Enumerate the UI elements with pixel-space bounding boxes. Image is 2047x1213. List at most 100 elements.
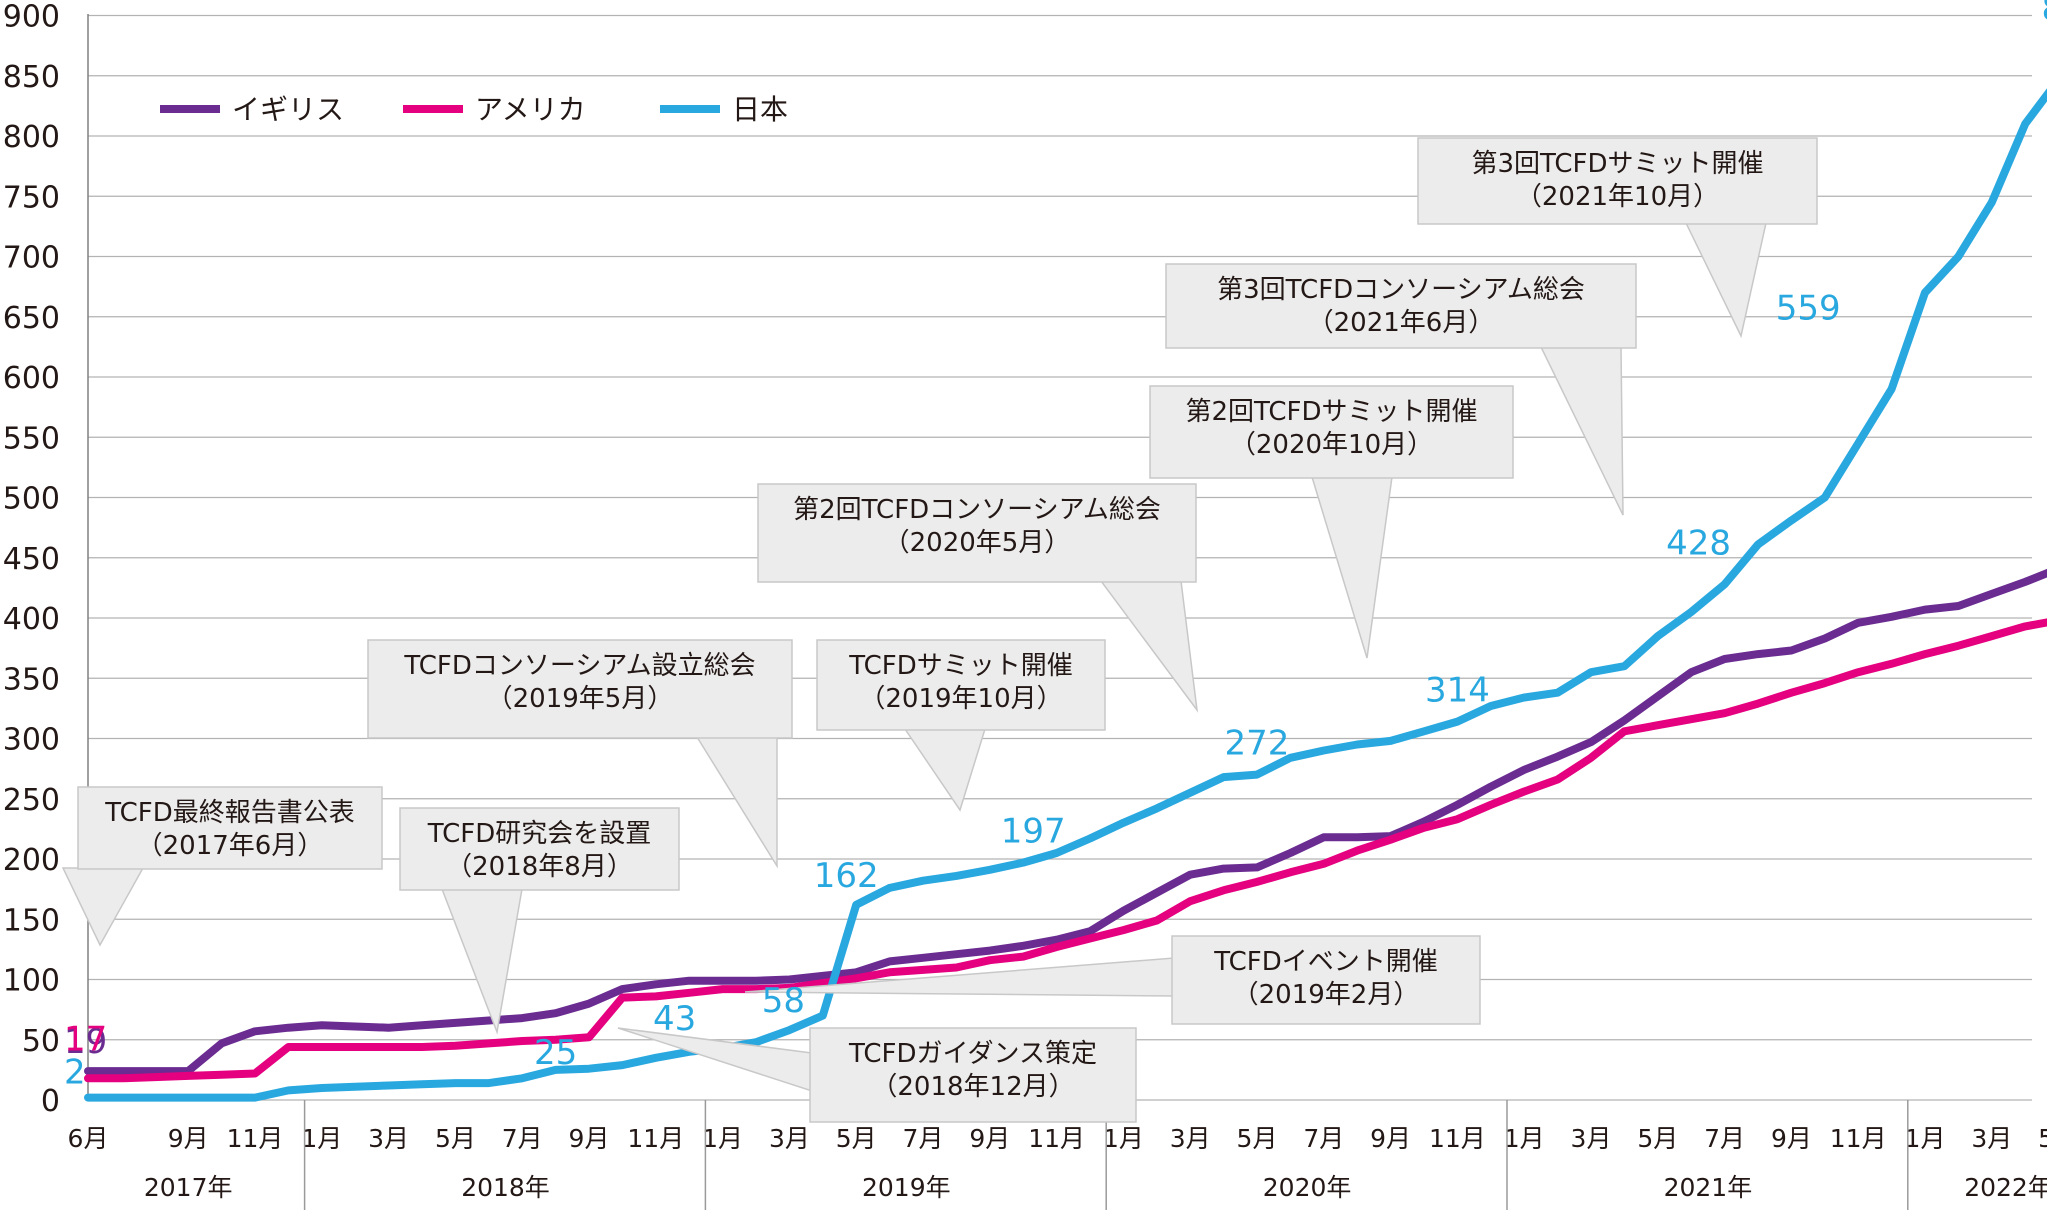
x-tick-label: 3月 [1571, 1124, 1612, 1153]
y-tick-label: 300 [3, 723, 60, 758]
year-label: 2018年 [461, 1173, 550, 1202]
data-label: 272 [1225, 724, 1290, 764]
y-tick-label: 800 [3, 120, 60, 155]
y-tick-label: 650 [3, 301, 60, 336]
x-tick-label: 7月 [1704, 1124, 1745, 1153]
callout-pointer [1539, 346, 1624, 516]
event-callout: TCFDガイダンス策定（2018年12月） [617, 1027, 1137, 1123]
x-tick-label: 9月 [1370, 1124, 1411, 1153]
callout-text: （2017年6月） [137, 831, 324, 861]
callout-box [77, 786, 383, 870]
y-tick-label: 350 [3, 662, 60, 697]
x-axis: 6月 9月 11月 1月 3月 5月 7月 9月 11月 1月 3月 5月 7月 9月 11月 1月 3月 5月 7… [68, 1100, 2047, 1210]
x-tick-label: 5月 [435, 1124, 476, 1153]
legend-item: アメリカ [403, 93, 586, 126]
callout-pointer [61, 867, 145, 947]
x-tick-label: 1月 [1504, 1124, 1545, 1153]
x-tick-label: 3月 [1971, 1124, 2012, 1153]
gridlines [88, 14, 2032, 1101]
x-tick-label: 1月 [301, 1124, 342, 1153]
y-tick-label: 550 [3, 421, 60, 456]
year-label: 2021年 [1664, 1173, 1753, 1202]
callout-text: （2018年12月） [871, 1072, 1074, 1102]
x-tick-label: 1月 [1103, 1124, 1144, 1153]
year-label: 2020年 [1263, 1173, 1352, 1202]
x-tick-label: 3月 [1170, 1124, 1211, 1153]
x-tick-label: 3月 [769, 1124, 810, 1153]
event-callout: TCFDサミット開催（2019年10月） [816, 639, 1106, 812]
event-callout: TCFD最終報告書公表（2017年6月） [61, 786, 383, 947]
x-tick-label: 1月 [702, 1124, 743, 1153]
data-label: 2 [64, 1053, 86, 1093]
callout-box [367, 639, 793, 739]
data-label: 559 [1776, 288, 1841, 328]
legend-label: アメリカ [475, 93, 586, 126]
y-tick-label: 900 [3, 0, 60, 35]
x-tick-label: 5月 [2038, 1124, 2047, 1153]
x-tick-label: 5月 [1237, 1124, 1278, 1153]
legend-label: 日本 [732, 93, 788, 126]
x-tick-label: 1月 [1905, 1124, 1946, 1153]
callout-text: （2021年10月） [1516, 182, 1719, 212]
callout-box [809, 1027, 1137, 1123]
callout-pointer [903, 728, 987, 812]
event-callout: 第3回TCFDサミット開催（2021年10月） [1417, 137, 1818, 339]
year-label: 2017年 [144, 1173, 233, 1202]
legend-item: 日本 [660, 93, 788, 126]
data-label: 878 [2042, 0, 2047, 29]
callout-text: 第3回TCFDサミット開催 [1471, 149, 1763, 179]
x-tick-label: 9月 [569, 1124, 610, 1153]
event-callouts: TCFD最終報告書公表（2017年6月） TCFD研究会を設置（2018年8月）T… [61, 137, 1818, 1123]
data-label: 428 [1666, 523, 1731, 563]
x-tick-label: 11月 [1429, 1124, 1486, 1153]
x-tick-label: 7月 [1303, 1124, 1344, 1153]
y-tick-label: 450 [3, 542, 60, 577]
x-tick-label: 11月 [227, 1124, 284, 1153]
y-axis: 0 50 100 150 200 250 300 350 400 450 500 550 600 650 7… [3, 0, 89, 1119]
y-tick-label: 700 [3, 241, 60, 276]
data-label: 197 [1001, 812, 1066, 852]
callout-pointer [1099, 580, 1199, 713]
callout-pointer [440, 888, 523, 1035]
callout-text: TCFD最終報告書公表 [104, 798, 355, 828]
callout-text: TCFDイベント開催 [1213, 947, 1438, 977]
event-callout: 第2回TCFDコンソーシアム総会（2020年5月） [757, 483, 1199, 713]
data-labels: 19446174052254358162197272314428559878 [64, 0, 2047, 1093]
x-tick-label: 6月 [68, 1124, 109, 1153]
event-callout: TCFD研究会を設置（2018年8月） [399, 807, 680, 1035]
data-label: 25 [534, 1033, 577, 1073]
x-tick-label: 9月 [1771, 1124, 1812, 1153]
x-tick-label: 7月 [903, 1124, 944, 1153]
callout-text: （2019年10月） [859, 684, 1062, 714]
callout-text: （2018年8月） [446, 852, 633, 882]
x-tick-label: 11月 [627, 1124, 684, 1153]
y-tick-label: 750 [3, 180, 60, 215]
data-label: 58 [762, 981, 805, 1021]
series-lines [84, 88, 2047, 1102]
x-tick-label: 9月 [168, 1124, 209, 1153]
event-callout: 第3回TCFDコンソーシアム総会（2021年6月） [1165, 263, 1637, 516]
y-tick-label: 400 [3, 602, 60, 637]
callout-text: TCFD研究会を設置 [427, 819, 652, 849]
data-label: 17 [64, 1019, 107, 1059]
y-tick-label: 250 [3, 783, 60, 818]
y-tick-label: 200 [3, 843, 60, 878]
callout-text: TCFDガイダンス策定 [848, 1039, 1097, 1069]
callout-box [1165, 263, 1637, 349]
callout-pointer [1310, 476, 1393, 659]
callout-text: （2019年2月） [1233, 980, 1420, 1010]
callout-box [1417, 137, 1818, 225]
data-label: 43 [653, 999, 696, 1039]
callout-text: 第2回TCFDコンソーシアム総会 [793, 495, 1161, 525]
event-callout: TCFDコンソーシアム設立総会（2019年5月） [367, 639, 793, 869]
callout-text: （2019年5月） [487, 684, 674, 714]
callout-text: TCFDコンソーシアム設立総会 [403, 651, 755, 681]
y-tick-label: 0 [41, 1084, 60, 1119]
event-callout: TCFDイベント開催（2019年2月） [744, 935, 1481, 1025]
data-label: 162 [814, 856, 879, 896]
callout-text: TCFDサミット開催 [848, 651, 1073, 681]
year-label: 2022年 [1964, 1173, 2047, 1202]
legend: イギリス アメリカ 日本 [160, 93, 788, 126]
y-tick-label: 100 [3, 964, 60, 999]
